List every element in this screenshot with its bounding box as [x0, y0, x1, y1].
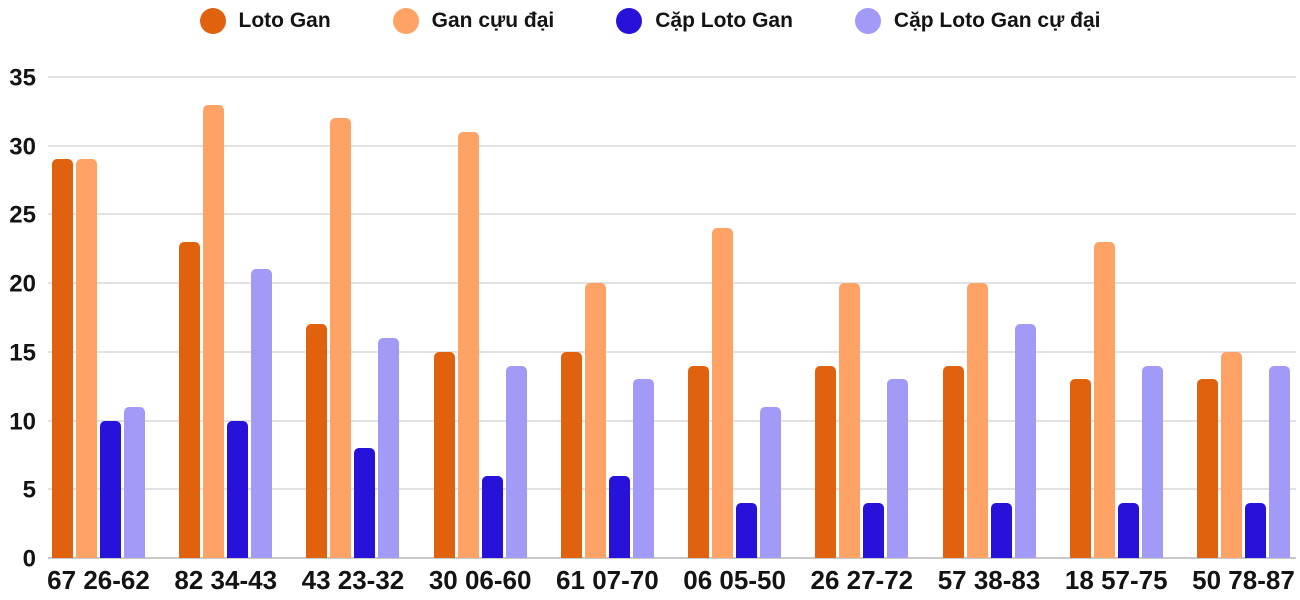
bar-series-2-cat-6[interactable] — [863, 503, 885, 558]
legend-item-series-2[interactable]: Cặp Loto Gan — [616, 8, 793, 34]
bar-series-3-cat-1[interactable] — [251, 269, 273, 558]
legend-dot-icon — [854, 8, 881, 34]
y-tick-label-20: 20 — [9, 270, 36, 298]
x-tick-label-1: 82 34-43 — [174, 565, 278, 595]
legend-item-series-3[interactable]: Cặp Loto Gan cự đại — [854, 8, 1101, 34]
gridline-y-5 — [48, 488, 1296, 491]
bar-series-1-cat-6[interactable] — [839, 283, 861, 558]
bar-series-0-cat-5[interactable] — [688, 365, 710, 558]
x-tick-label-9: 50 78-87 — [1192, 565, 1295, 595]
bar-series-3-cat-7[interactable] — [1014, 324, 1036, 558]
bar-series-1-cat-1[interactable] — [203, 104, 225, 558]
chart-legend: Loto Gan Gan cựu đại Cặp Loto Gan Cặp Loto … — [0, 8, 1300, 34]
y-tick-label-10: 10 — [9, 408, 36, 436]
legend-item-series-1[interactable]: Gan cựu đại — [392, 8, 555, 34]
bar-series-1-cat-9[interactable] — [1220, 351, 1242, 558]
bar-series-2-cat-7[interactable] — [990, 503, 1012, 558]
bar-series-3-cat-3[interactable] — [505, 365, 527, 558]
y-tick-label-30: 30 — [9, 133, 36, 161]
x-axis-baseline — [48, 557, 1296, 559]
bar-series-3-cat-6[interactable] — [887, 379, 909, 558]
bar-group-3 — [433, 77, 527, 558]
bar-series-2-cat-1[interactable] — [227, 420, 249, 558]
y-axis-labels: 0 5 10 15 20 25 30 35 — [0, 66, 36, 571]
bar-series-0-cat-4[interactable] — [560, 351, 582, 558]
x-tick-label-0: 67 26-62 — [47, 565, 150, 595]
legend-label: Loto Gan — [238, 9, 331, 33]
y-tick-label-35: 35 — [9, 64, 36, 92]
bar-series-0-cat-2[interactable] — [306, 324, 328, 558]
bar-series-1-cat-4[interactable] — [584, 283, 606, 558]
bar-series-0-cat-0[interactable] — [52, 159, 73, 558]
y-tick-label-5: 5 — [22, 476, 36, 504]
bar-series-0-cat-9[interactable] — [1196, 379, 1218, 558]
bar-series-3-cat-9[interactable] — [1268, 365, 1290, 558]
bar-series-3-cat-4[interactable] — [632, 379, 654, 558]
bar-group-7 — [942, 77, 1036, 558]
gridline-y-20 — [48, 282, 1296, 285]
bar-series-1-cat-5[interactable] — [712, 228, 734, 558]
bar-series-0-cat-3[interactable] — [433, 351, 455, 558]
legend-item-series-0[interactable]: Loto Gan — [199, 8, 331, 34]
x-axis-labels: 67 26-62 82 34-43 43 23-32 30 06-60 61 07-70… — [47, 565, 1295, 595]
bar-series-1-cat-3[interactable] — [457, 131, 479, 558]
plot-area — [48, 76, 1296, 559]
bar-series-2-cat-3[interactable] — [481, 475, 503, 558]
x-tick-label-7: 57 38-83 — [937, 565, 1041, 595]
bar-series-1-cat-7[interactable] — [966, 283, 988, 558]
x-tick-label-3: 30 06-60 — [428, 565, 532, 595]
bar-series-2-cat-4[interactable] — [608, 475, 630, 558]
bar-series-0-cat-8[interactable] — [1069, 379, 1091, 558]
bar-series-0-cat-1[interactable] — [179, 241, 201, 558]
gridline-y-25 — [48, 213, 1296, 216]
bar-series-1-cat-0[interactable] — [76, 159, 97, 558]
bar-series-2-cat-2[interactable] — [354, 448, 376, 558]
x-tick-label-4: 61 07-70 — [556, 565, 659, 595]
bar-group-0 — [52, 77, 145, 558]
y-tick-label-25: 25 — [9, 201, 36, 229]
gridline-y-35 — [48, 76, 1296, 78]
x-tick-label-6: 26 27-72 — [810, 565, 914, 595]
x-tick-label-5: 06 05-50 — [683, 565, 786, 595]
bar-group-4 — [560, 77, 654, 558]
gridline-y-10 — [48, 419, 1296, 422]
x-tick-label-2: 43 23-32 — [301, 565, 405, 595]
bar-series-2-cat-0[interactable] — [100, 420, 121, 558]
legend-label: Cặp Loto Gan — [655, 9, 793, 33]
gridline-y-15 — [48, 350, 1296, 353]
bar-series-2-cat-8[interactable] — [1117, 503, 1139, 558]
y-tick-label-15: 15 — [9, 339, 36, 367]
x-tick-label-8: 18 57-75 — [1064, 565, 1168, 595]
bar-series-2-cat-5[interactable] — [736, 503, 758, 558]
bar-series-0-cat-6[interactable] — [815, 365, 837, 558]
bar-group-1 — [179, 77, 273, 558]
bar-series-1-cat-8[interactable] — [1093, 241, 1115, 558]
gridline-y-30 — [48, 144, 1296, 147]
bar-group-8 — [1069, 77, 1163, 558]
bar-group-9 — [1196, 77, 1290, 558]
bar-series-2-cat-9[interactable] — [1244, 503, 1266, 558]
legend-label: Gan cựu đại — [431, 9, 555, 33]
legend-label: Cặp Loto Gan cự đại — [893, 9, 1101, 33]
bar-series-3-cat-0[interactable] — [124, 406, 145, 558]
bars-layer — [52, 77, 1290, 558]
bar-series-3-cat-2[interactable] — [378, 338, 400, 558]
legend-dot-icon — [392, 8, 419, 34]
bar-series-0-cat-7[interactable] — [942, 365, 964, 558]
y-tick-label-0: 0 — [22, 545, 36, 573]
bar-series-1-cat-2[interactable] — [330, 118, 352, 558]
legend-dot-icon — [199, 8, 226, 34]
bar-series-3-cat-8[interactable] — [1141, 365, 1163, 558]
bar-group-2 — [306, 77, 400, 558]
bar-group-5 — [688, 77, 782, 558]
legend-dot-icon — [616, 8, 643, 34]
bar-series-3-cat-5[interactable] — [760, 406, 782, 558]
bar-group-6 — [815, 77, 909, 558]
